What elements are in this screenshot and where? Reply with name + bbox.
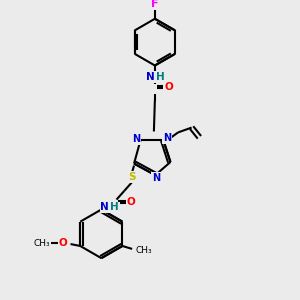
Text: N: N [152, 173, 160, 183]
Text: S: S [128, 172, 136, 182]
Text: O: O [58, 238, 67, 248]
Text: O: O [127, 196, 136, 206]
Text: H: H [110, 202, 119, 212]
Text: F: F [151, 0, 159, 9]
Text: N: N [133, 134, 141, 144]
Text: CH₃: CH₃ [33, 238, 50, 247]
Text: N: N [100, 202, 109, 212]
Text: N: N [163, 133, 171, 143]
Text: N: N [146, 72, 154, 82]
Text: CH₃: CH₃ [136, 246, 152, 255]
Text: H: H [156, 72, 165, 82]
Text: O: O [164, 82, 173, 92]
